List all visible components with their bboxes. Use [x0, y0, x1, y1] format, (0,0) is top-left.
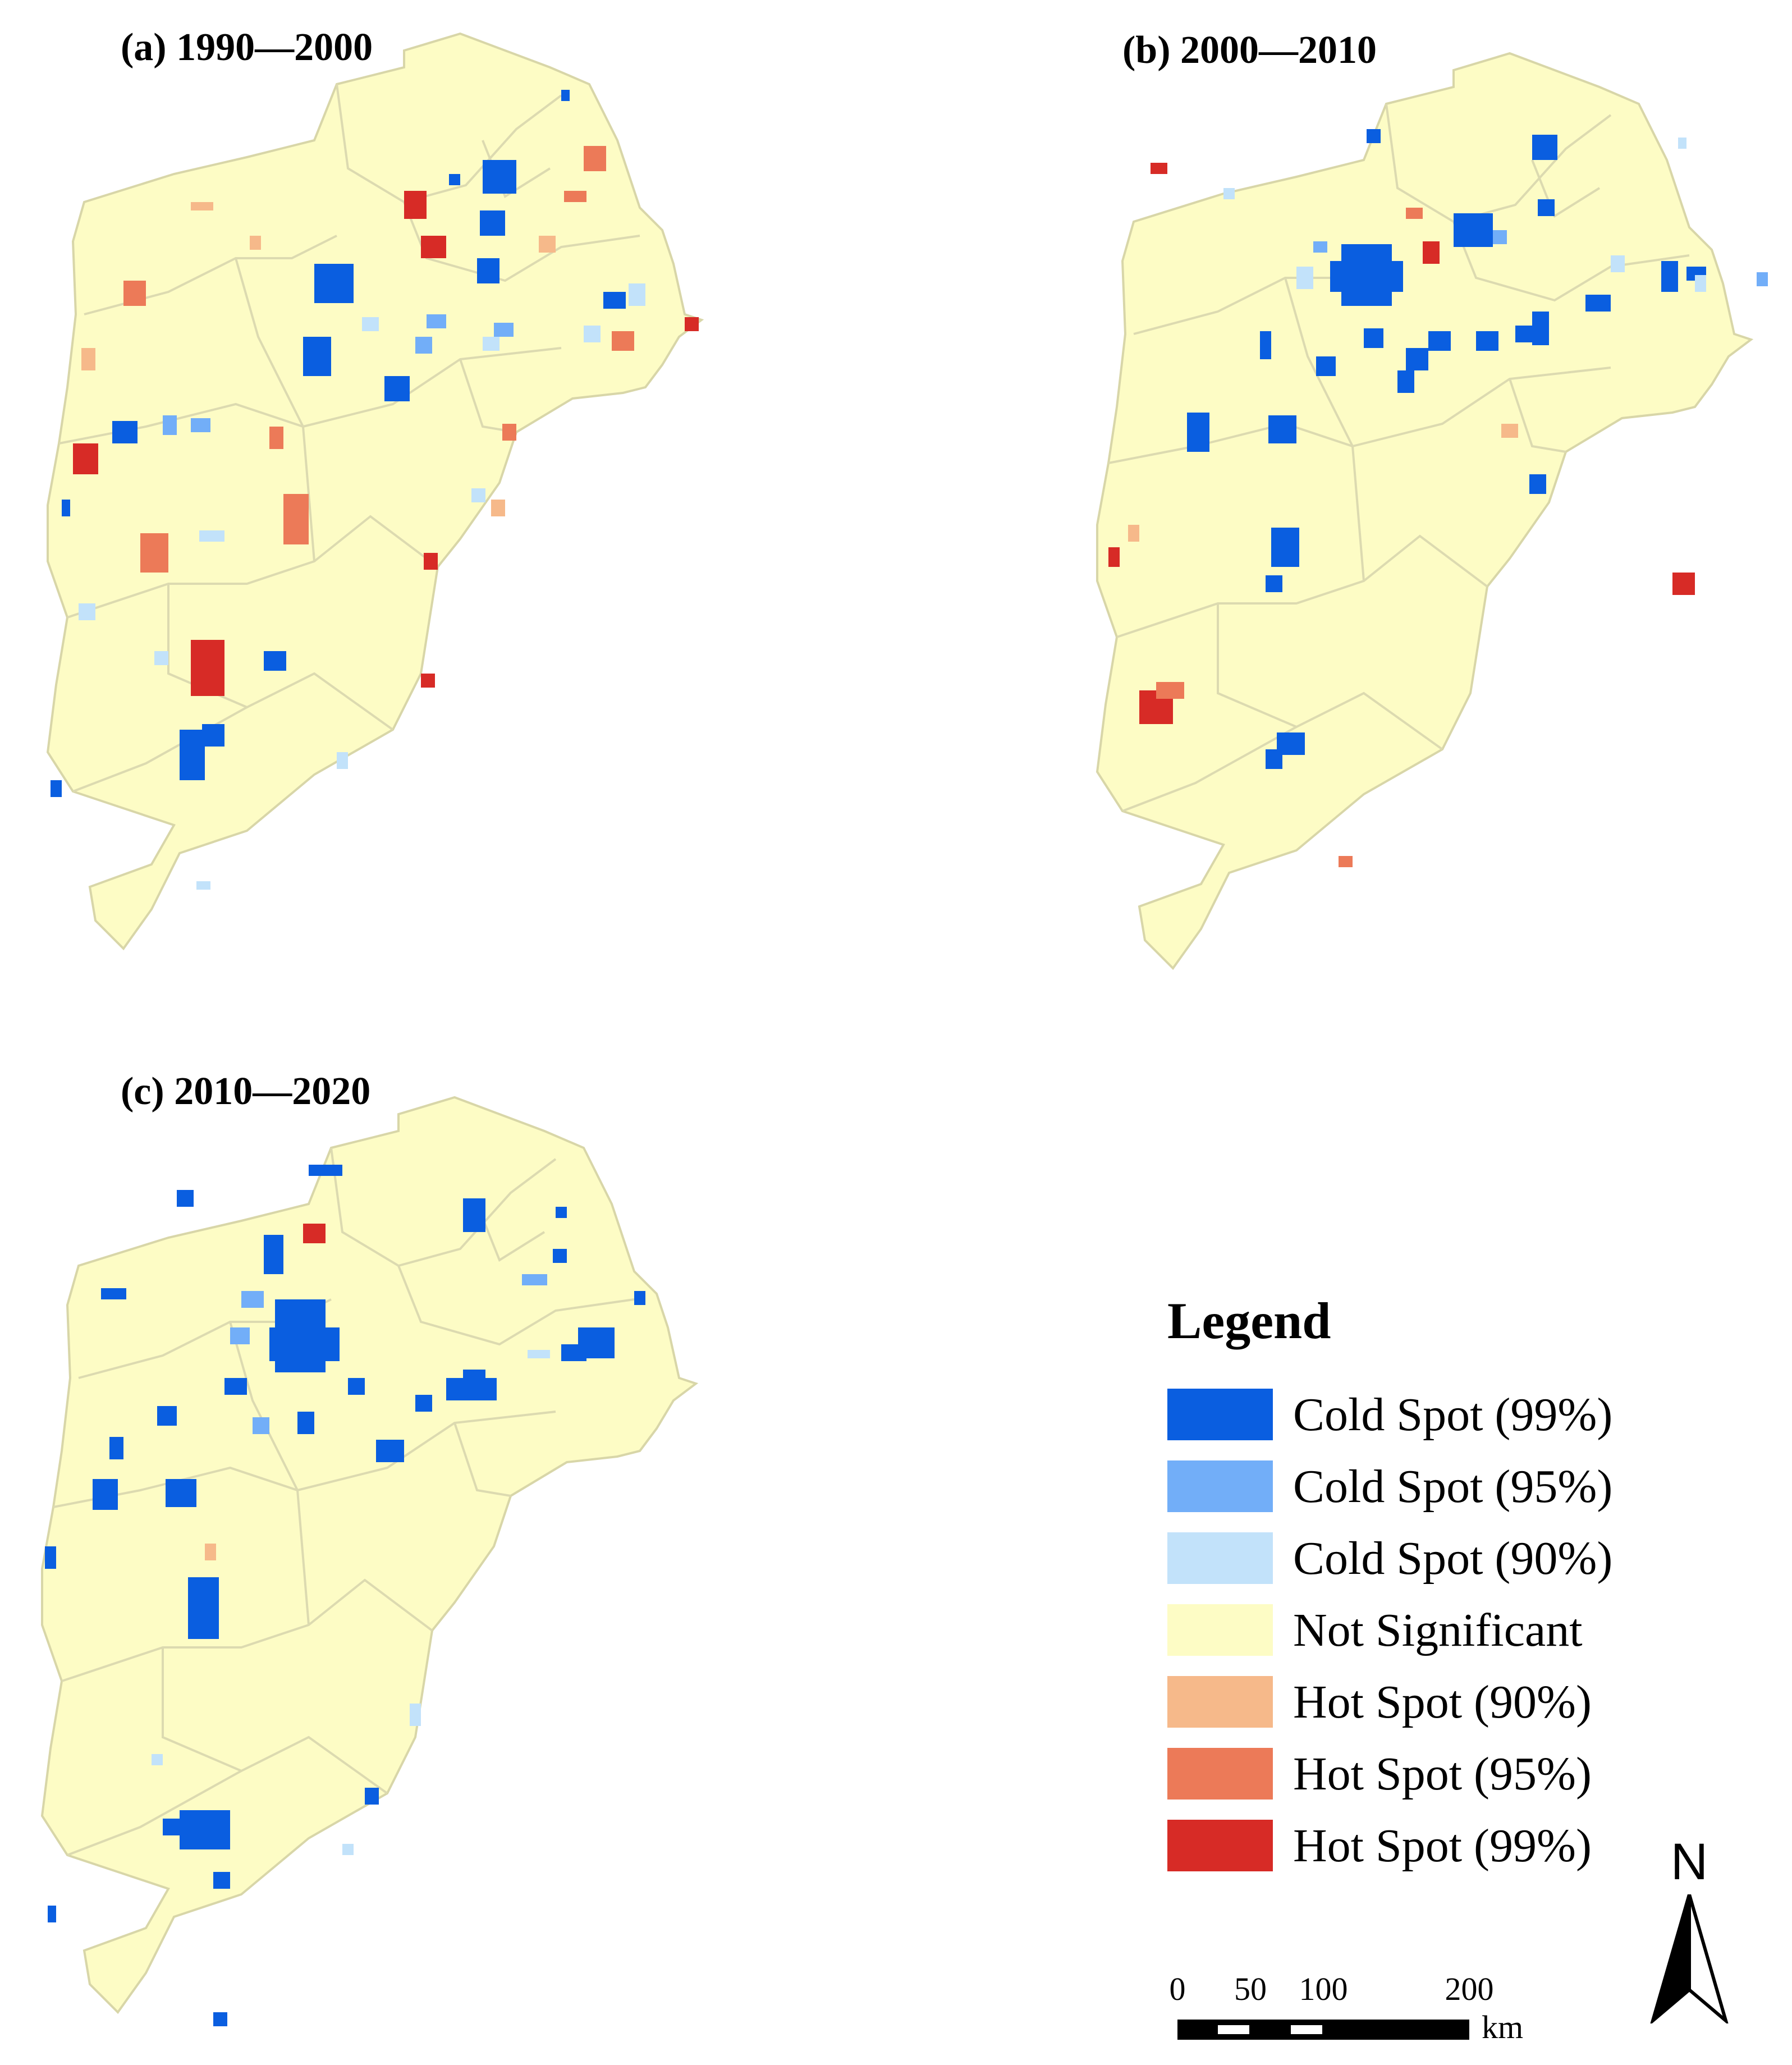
- legend-swatch: [1167, 1460, 1273, 1512]
- legend-swatch: [1167, 1748, 1273, 1800]
- north-letter: N: [1670, 1833, 1708, 1890]
- legend-item: Hot Spot (99%): [1167, 1810, 1672, 1881]
- north-arrow-icon: [1650, 1894, 1729, 2023]
- legend-label: Cold Spot (99%): [1293, 1388, 1613, 1441]
- legend-item: Cold Spot (95%): [1167, 1450, 1672, 1522]
- spot-clusters-b: [1108, 129, 1768, 867]
- scale-tick-label: 50: [1234, 1971, 1267, 2007]
- scale-tick-label: 0: [1169, 1971, 1186, 2007]
- map-panel-b: [1096, 52, 1768, 969]
- map-panel-a: [47, 33, 703, 950]
- legend-label: Hot Spot (99%): [1293, 1819, 1592, 1872]
- legend: Legend Cold Spot (99%) Cold Spot (95%) C…: [1167, 1291, 1672, 1881]
- spot-clusters-c: [45, 1165, 645, 2026]
- legend-swatch: [1167, 1532, 1273, 1584]
- legend-items: Cold Spot (99%) Cold Spot (95%) Cold Spo…: [1167, 1379, 1672, 1881]
- legend-title: Legend: [1167, 1292, 1331, 1349]
- legend-swatch: [1167, 1820, 1273, 1871]
- legend-label: Cold Spot (90%): [1293, 1532, 1613, 1585]
- panel-title-a: (a) 1990—2000: [121, 26, 373, 69]
- panel-title-c: (c) 2010—2020: [121, 1070, 371, 1113]
- scale-bar-graphic: [1177, 2020, 1469, 2040]
- legend-item: Cold Spot (90%): [1167, 1522, 1672, 1594]
- legend-label: Cold Spot (95%): [1293, 1460, 1613, 1513]
- legend-label: Hot Spot (95%): [1293, 1747, 1592, 1800]
- legend-item: Cold Spot (99%): [1167, 1379, 1672, 1450]
- scale-tick-label: 100: [1299, 1971, 1348, 2007]
- scale-tick-label: 200: [1445, 1971, 1494, 2007]
- legend-item: Hot Spot (95%): [1167, 1738, 1672, 1810]
- legend-label: Hot Spot (90%): [1293, 1675, 1592, 1728]
- legend-swatch: [1167, 1676, 1273, 1728]
- legend-item: Hot Spot (90%): [1167, 1666, 1672, 1738]
- legend-swatch: [1167, 1604, 1273, 1656]
- north-arrow: N: [1644, 1833, 1734, 2023]
- panel-title-b: (b) 2000—2010: [1122, 29, 1377, 72]
- legend-item: Not Significant: [1167, 1594, 1672, 1666]
- legend-swatch: [1167, 1389, 1273, 1440]
- scale-bar: 0 50 100 200 km: [1156, 1970, 1549, 2054]
- spot-clusters-a: [51, 90, 699, 890]
- map-panel-c: [41, 1096, 697, 2026]
- scale-unit: km: [1482, 2009, 1524, 2045]
- legend-label: Not Significant: [1293, 1604, 1583, 1656]
